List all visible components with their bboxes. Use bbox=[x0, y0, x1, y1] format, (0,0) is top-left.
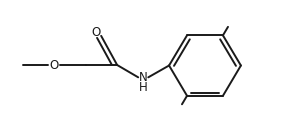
Text: N: N bbox=[139, 71, 147, 84]
Text: O: O bbox=[91, 26, 101, 39]
Text: O: O bbox=[49, 59, 59, 72]
Text: H: H bbox=[139, 81, 147, 94]
